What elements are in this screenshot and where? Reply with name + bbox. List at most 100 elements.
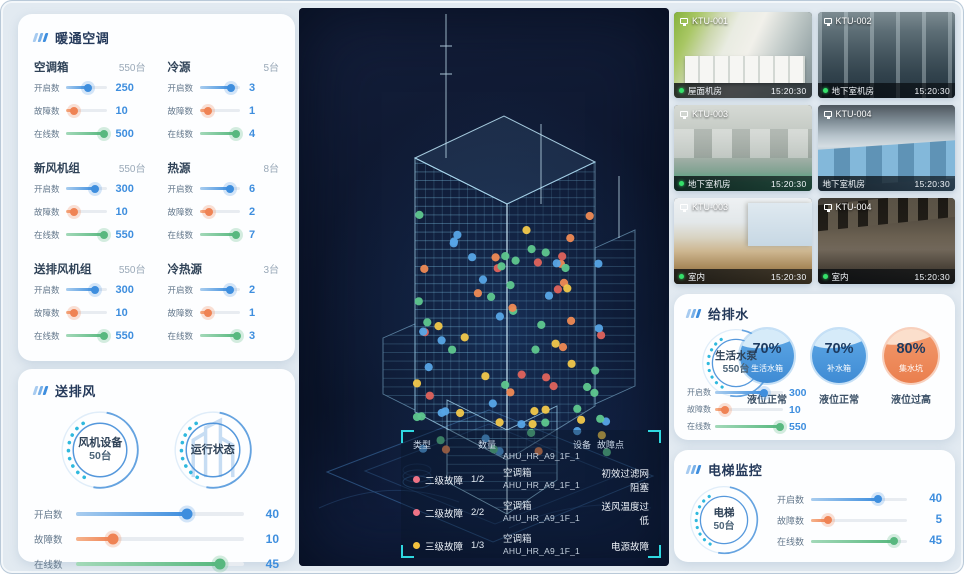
slider-thumb[interactable] xyxy=(824,516,833,524)
metric-label: 在线数 xyxy=(687,422,711,431)
slider-track[interactable] xyxy=(199,106,240,115)
slider-thumb[interactable] xyxy=(203,308,212,317)
camera-tile[interactable]: KTU-004 室内 15:20:30 xyxy=(817,198,955,284)
slider-thumb[interactable] xyxy=(100,230,109,239)
slider-track[interactable] xyxy=(66,83,107,92)
slider-thumb[interactable] xyxy=(70,207,79,216)
metric-label: 故障数 xyxy=(167,307,194,318)
camera-timestamp: 15:20:30 xyxy=(914,85,950,96)
tank-level-gauge: 70% 补水箱 xyxy=(812,329,866,383)
slider-track[interactable] xyxy=(199,331,242,340)
slider-track[interactable] xyxy=(199,207,240,216)
slider-thumb[interactable] xyxy=(227,83,236,92)
slider-track[interactable] xyxy=(76,558,244,569)
metric-value: 4 xyxy=(249,127,256,140)
slider-track[interactable] xyxy=(199,129,240,138)
metric-slider-row: 开启数 40 xyxy=(34,501,279,526)
water-pump-circle: 生活水泵 550台 xyxy=(699,326,773,400)
metric-value: 1 xyxy=(249,306,256,319)
camera-location: 室内 xyxy=(688,271,706,282)
live-dot-icon xyxy=(822,274,828,279)
slider-track[interactable] xyxy=(199,184,240,193)
slider-fill xyxy=(199,109,208,112)
slider-track[interactable] xyxy=(811,495,907,503)
slider-thumb[interactable] xyxy=(100,331,109,340)
slider-fill xyxy=(199,210,210,213)
slider-track[interactable] xyxy=(76,533,244,544)
slider-track[interactable] xyxy=(66,331,109,340)
slider-thumb[interactable] xyxy=(91,184,100,193)
slider-thumb[interactable] xyxy=(214,558,226,569)
slider-track[interactable] xyxy=(66,106,107,115)
slider-thumb[interactable] xyxy=(84,83,93,92)
tank-level-percent: 70% xyxy=(752,341,782,357)
metric-value: 550 xyxy=(789,420,807,433)
slider-track[interactable] xyxy=(715,405,783,414)
slider-thumb[interactable] xyxy=(226,285,235,294)
slider-track[interactable] xyxy=(66,230,109,239)
hvac-group: 空调箱 550台 开启数 250 xyxy=(34,59,146,145)
slider-thumb[interactable] xyxy=(107,533,119,544)
slider-track[interactable] xyxy=(199,308,240,317)
fault-table-row[interactable]: 二级故障 2/2 空调箱 AHU_HR_A9_1F_1 送风温度过低 xyxy=(413,496,649,529)
camera-id: KTU-003 xyxy=(692,202,729,212)
panel-title-icon xyxy=(32,33,49,42)
slider-thumb[interactable] xyxy=(70,106,79,115)
metric-label: 在线数 xyxy=(34,128,60,139)
camera-tile[interactable]: KTU-003 室内 15:20:30 xyxy=(674,198,812,284)
slider-track[interactable] xyxy=(66,308,107,317)
building-3d-view[interactable]: 类型 数量 设备 故障点 AHU_HR_A9_1F_1 二级故障 1/2 空调箱 xyxy=(299,8,669,566)
metric-value: 40 xyxy=(265,506,279,521)
camera-tile[interactable]: KTU-002 地下室机房 15:20:30 xyxy=(817,12,955,98)
slider-track[interactable] xyxy=(715,422,784,431)
slider-track[interactable] xyxy=(199,83,240,92)
camera-feed-image xyxy=(674,12,812,98)
camera-id: KTU-001 xyxy=(692,16,729,26)
slider-thumb[interactable] xyxy=(99,129,108,138)
slider-track[interactable] xyxy=(66,207,107,216)
device-type: 空调箱 xyxy=(503,501,532,513)
slider-thumb[interactable] xyxy=(874,495,883,503)
metric-label: 故障数 xyxy=(777,515,805,526)
metric-slider-row: 故障数 10 xyxy=(34,526,279,551)
tank-gauge: 70% 生活水箱 液位正常 xyxy=(736,329,798,406)
camera-location: 屋面机房 xyxy=(688,85,723,96)
slider-track[interactable] xyxy=(66,129,108,138)
tank-name: 生活水箱 xyxy=(751,364,783,373)
slider-thumb[interactable] xyxy=(775,422,784,431)
slider-fill xyxy=(76,511,187,516)
slider-thumb[interactable] xyxy=(205,207,214,216)
slider-fill xyxy=(199,86,232,89)
slider-thumb[interactable] xyxy=(889,537,898,545)
slider-fill xyxy=(199,288,231,291)
slider-track[interactable] xyxy=(715,388,783,397)
camera-icon xyxy=(823,204,832,212)
slider-thumb[interactable] xyxy=(226,184,235,193)
metric-value: 550 xyxy=(115,228,134,241)
slider-track[interactable] xyxy=(199,285,240,294)
camera-tile[interactable]: KTU-004 地下室机房 15:20:30 xyxy=(817,105,955,191)
slider-thumb[interactable] xyxy=(91,285,100,294)
metric-slider-row: 开启数 3 xyxy=(168,76,280,99)
camera-tile[interactable]: KTU-001 屋面机房 15:20:30 xyxy=(674,12,812,98)
slider-thumb[interactable] xyxy=(70,308,79,317)
slider-thumb[interactable] xyxy=(203,106,212,115)
fault-table-row[interactable]: 二级故障 1/2 空调箱 AHU_HR_A9_1F_1 初效过滤网阻塞 xyxy=(413,463,649,496)
slider-track[interactable] xyxy=(76,508,244,519)
slider-track[interactable] xyxy=(811,537,907,545)
camera-tile[interactable]: KTU-003 地下室机房 15:20:30 xyxy=(674,105,812,191)
metric-value: 500 xyxy=(115,127,134,140)
slider-thumb[interactable] xyxy=(720,405,729,414)
slider-thumb[interactable] xyxy=(233,331,242,340)
slider-thumb[interactable] xyxy=(181,508,193,519)
slider-thumb[interactable] xyxy=(231,129,240,138)
slider-thumb[interactable] xyxy=(759,388,768,397)
slider-track[interactable] xyxy=(199,230,240,239)
slider-track[interactable] xyxy=(811,516,907,524)
slider-thumb[interactable] xyxy=(231,230,240,239)
camera-icon xyxy=(680,204,688,212)
group-name: 冷热源 xyxy=(167,264,203,276)
slider-track[interactable] xyxy=(66,285,107,294)
fault-table-row[interactable]: 三级故障 1/3 空调箱 AHU_HR_A9_1F_1 电源故障 xyxy=(413,529,649,562)
slider-track[interactable] xyxy=(66,184,107,193)
